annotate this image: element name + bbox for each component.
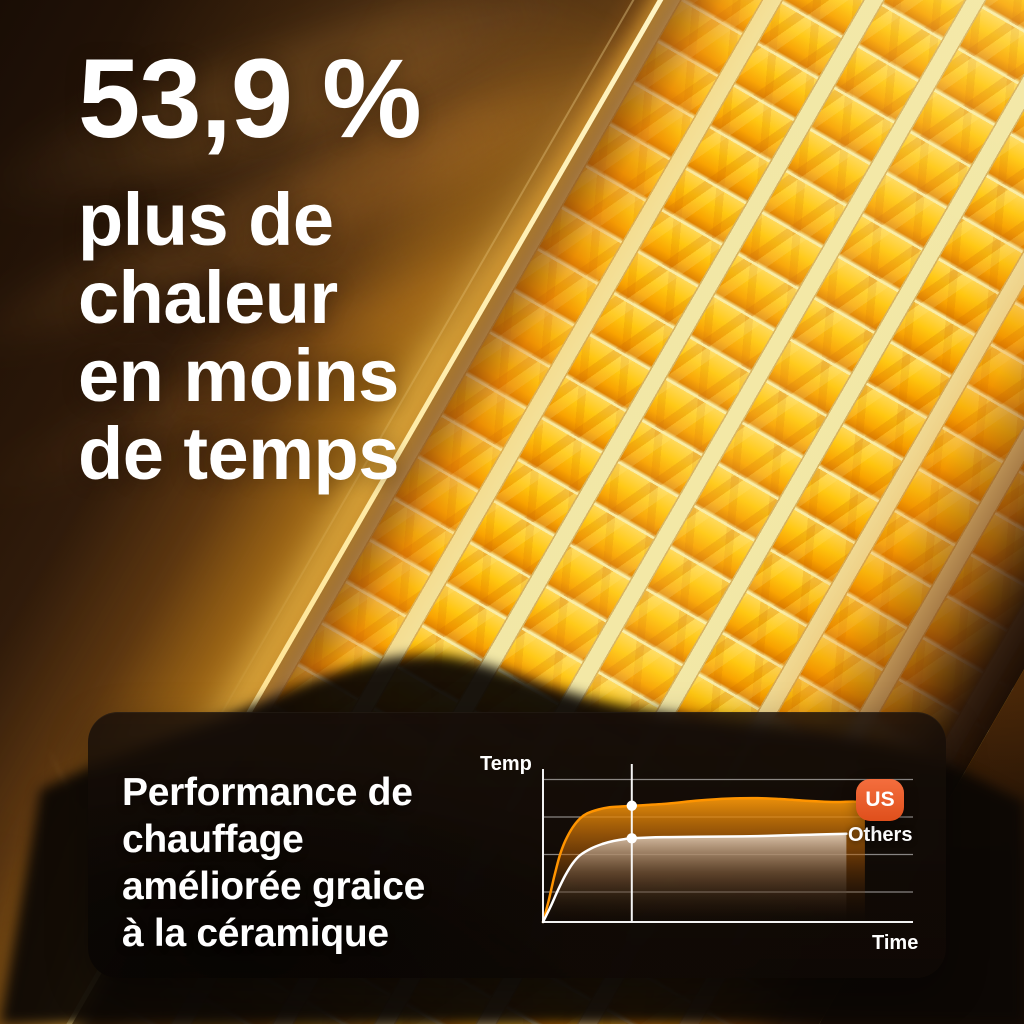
temp-time-chart	[541, 764, 913, 924]
card-caption: Performance de chauffage améliorée graic…	[122, 771, 426, 955]
legend-us-label: US	[865, 788, 895, 811]
performance-card: Performance de chauffage améliorée graic…	[88, 712, 946, 978]
legend-us-badge: US	[856, 779, 904, 821]
y-axis-label: Temp	[480, 753, 532, 775]
headline-subtitle: plus de chaleur en moins de temps	[78, 177, 399, 495]
legend-others-label: Others	[848, 824, 913, 846]
headline-stat: 53,9 %	[78, 36, 422, 161]
headline: 53,9 % plus de chaleur en moins de temps	[78, 36, 422, 495]
x-axis-label: Time	[872, 932, 919, 954]
